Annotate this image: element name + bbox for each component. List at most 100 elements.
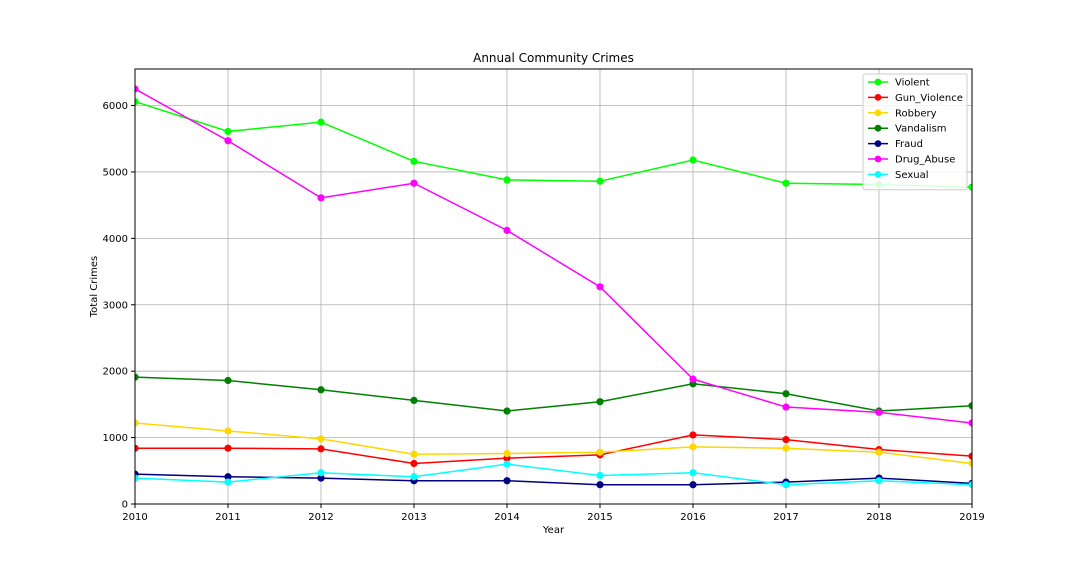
data-point <box>689 375 697 383</box>
legend-swatch-marker <box>874 78 882 86</box>
data-point <box>224 137 232 145</box>
data-point <box>410 396 418 404</box>
legend-label: Vandalism <box>895 124 947 135</box>
series-violent <box>135 97 972 191</box>
y-tick-label: 6000 <box>103 101 128 112</box>
data-point <box>689 481 697 489</box>
series-line <box>135 88 972 424</box>
data-point <box>875 408 883 416</box>
data-point <box>968 419 972 427</box>
legend-label: Sexual <box>895 170 929 181</box>
x-tick-label: 2014 <box>494 512 519 523</box>
data-point <box>410 157 418 165</box>
data-point <box>782 444 790 452</box>
data-point <box>503 407 511 415</box>
x-tick-label: 2011 <box>215 512 240 523</box>
y-axis-label: Total Crimes <box>89 256 100 319</box>
x-tick-label: 2017 <box>773 512 798 523</box>
data-point <box>596 471 604 480</box>
x-tick-label: 2010 <box>122 512 147 523</box>
data-point <box>410 473 418 481</box>
data-point <box>596 177 604 185</box>
chart-title: Annual Community Crimes <box>473 51 634 65</box>
data-point <box>503 449 511 458</box>
data-point <box>968 481 972 489</box>
data-point <box>968 402 972 410</box>
plot-frame <box>134 68 973 505</box>
series-line <box>135 422 972 465</box>
x-tick-label: 2013 <box>401 512 426 523</box>
legend-swatch-marker <box>874 140 882 148</box>
data-point <box>135 97 139 106</box>
data-point <box>968 452 972 460</box>
data-point <box>410 179 418 187</box>
legend: Violent Gun_Violence Robbery Vandalism Fraud… <box>862 73 968 191</box>
x-tick-label: 2015 <box>587 512 612 523</box>
y-tick-label: 4000 <box>103 234 128 245</box>
legend-box <box>862 73 968 191</box>
legend-swatch-marker <box>874 94 882 101</box>
x-tick-label: 2012 <box>308 512 333 523</box>
data-point <box>782 403 790 411</box>
series-line <box>135 100 972 188</box>
y-tick-label: 1000 <box>103 433 128 444</box>
data-point <box>135 373 139 381</box>
data-point <box>782 390 790 398</box>
data-point <box>689 156 697 164</box>
data-point <box>596 481 604 489</box>
data-point <box>503 460 511 468</box>
data-point <box>968 459 972 468</box>
data-point <box>689 431 697 439</box>
series-line <box>135 376 972 412</box>
data-point <box>224 473 232 481</box>
legend-label: Robbery <box>895 108 937 119</box>
series-drug-abuse <box>135 85 972 427</box>
data-point <box>135 419 139 427</box>
data-point <box>224 444 232 452</box>
data-point <box>503 226 511 234</box>
data-point <box>689 443 697 451</box>
data-point <box>968 183 972 191</box>
series-robbery <box>135 419 972 468</box>
data-point <box>410 459 418 468</box>
series-gun-violence <box>135 431 972 468</box>
data-point <box>317 474 325 482</box>
legend-swatch-marker <box>874 124 882 132</box>
data-point <box>224 427 232 435</box>
x-tick-label: 2018 <box>866 512 891 523</box>
data-point <box>317 194 325 202</box>
legend-swatch-marker <box>874 171 882 178</box>
data-point <box>875 448 883 456</box>
data-point <box>503 477 511 485</box>
data-point <box>224 376 232 385</box>
legend-label: Drug_Abuse <box>895 155 955 166</box>
data-point <box>224 127 232 136</box>
data-point <box>317 435 325 443</box>
series-sexual <box>135 460 972 489</box>
x-axis-label: Year <box>542 525 565 536</box>
data-point <box>135 474 139 482</box>
legend-label: Gun_Violence <box>895 93 963 104</box>
data-point <box>410 450 418 458</box>
data-point <box>689 469 697 477</box>
data-point <box>317 469 325 477</box>
y-tick-label: 2000 <box>103 367 128 378</box>
data-point <box>224 478 232 486</box>
data-point <box>135 85 139 93</box>
data-point <box>782 179 790 187</box>
y-tick-label: 3000 <box>103 300 128 311</box>
legend-label: Fraud <box>895 139 923 150</box>
data-point <box>782 481 790 489</box>
data-point <box>317 386 325 394</box>
legend-label: Violent <box>895 78 930 89</box>
series-line <box>135 434 972 465</box>
y-tick-label: 5000 <box>103 167 128 178</box>
data-point <box>782 435 790 444</box>
legend-swatch-marker <box>874 109 882 117</box>
y-tick-label: 0 <box>122 500 128 511</box>
data-point <box>596 398 604 406</box>
data-point <box>596 283 604 291</box>
x-tick-label: 2016 <box>680 512 705 523</box>
data-point <box>317 445 325 453</box>
